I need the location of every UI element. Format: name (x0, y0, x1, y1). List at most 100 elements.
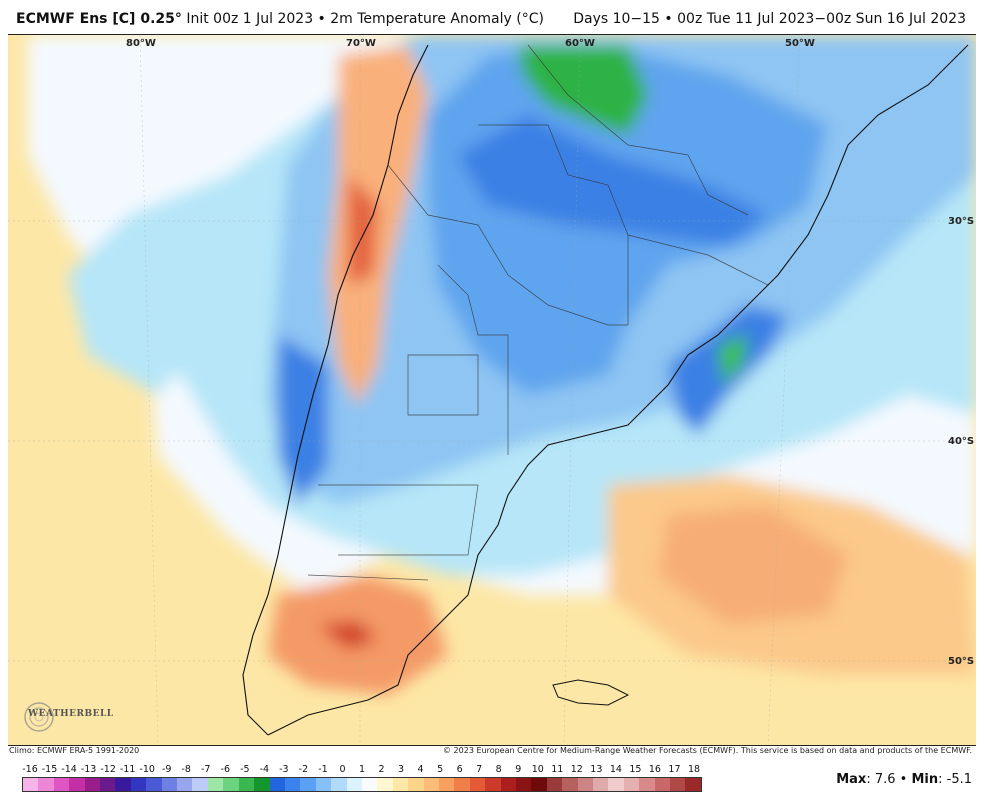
lon-label-80w: 80°W (126, 38, 156, 49)
colorbar-swatch (670, 778, 686, 791)
max-label: Max (836, 772, 867, 787)
colorbar-swatch (500, 778, 516, 791)
colorbar-tick-label: 2 (378, 764, 385, 775)
colorbar-swatch (115, 778, 131, 791)
max-value: : 7.6 • (866, 772, 912, 787)
colorbar-swatch (531, 778, 547, 791)
colorbar-swatch (207, 778, 224, 791)
borders (307, 44, 769, 581)
colorbar-tick-label: 14 (609, 764, 622, 775)
lon-label-60w: 60°W (565, 38, 595, 49)
colorbar-tick-label: -8 (181, 764, 191, 775)
max-min-stats: Max: 7.6 • Min: -5.1 (836, 772, 972, 787)
colorbar-swatch (177, 778, 193, 791)
colorbar-swatch (331, 778, 347, 791)
colorbar-tick-label: 12 (570, 764, 583, 775)
colorbar-swatch (300, 778, 316, 791)
colorbar-tick-label: -9 (161, 764, 172, 775)
anomaly-fill (28, 35, 976, 695)
lon-label-70w: 70°W (346, 38, 376, 49)
colorbar-tick-label: -16 (22, 764, 38, 775)
header: ECMWF Ens [C] 0.25° Init 00z 1 Jul 2023 … (0, 0, 984, 34)
colorbar-swatch (254, 778, 270, 791)
anomaly-map: 80°W 70°W 60°W 50°W 30°S 40°S 50°S (8, 34, 976, 746)
weatherbell-logo: WEATHERBELL (14, 697, 113, 737)
colorbar-tick-label: 4 (417, 764, 424, 775)
colorbar-tick-label: 11 (551, 764, 564, 775)
colorbar-swatch (577, 778, 594, 791)
colorbar-tick-label: -7 (201, 764, 211, 775)
falkland-islands (552, 679, 630, 706)
colorbar-swatch (685, 778, 701, 791)
colorbar-swatch (377, 778, 393, 791)
colorbar-tick-label: 3 (398, 764, 405, 775)
colorbar-tick-label: 7 (476, 764, 483, 775)
colorbar-ticks: -16 -15 -14 -13 -12 -11 -10 -9 -8 -7 -6 -5 -4 -3 -2 -1 0… (22, 764, 702, 776)
colorbar-swatch (146, 778, 162, 791)
map-canvas (8, 35, 976, 745)
climo-note: Climo: ECMWF ERA-5 1991-2020 (9, 746, 140, 755)
init-text: Init 00z 1 Jul 2023 • 2m Temperature Ano… (181, 11, 544, 27)
colorbar-swatch (485, 778, 501, 791)
colorbar-swatch (84, 778, 101, 791)
colorbar-swatch (192, 778, 208, 791)
graticule (8, 35, 976, 745)
colorbar-swatch (23, 778, 39, 791)
colorbar-swatch (593, 778, 609, 791)
colorbar-tick-label: -15 (41, 764, 58, 775)
colorbar-tick-label: 10 (531, 764, 544, 775)
colorbar-swatch (223, 778, 239, 791)
lat-label-50s: 50°S (948, 656, 975, 667)
colorbar-tick-label: -10 (139, 764, 155, 775)
colorbar-tick-label: 9 (515, 764, 522, 775)
colorbar-tick-label: -11 (119, 764, 136, 775)
lat-label-30s: 30°S (948, 216, 975, 227)
colorbar-swatch (38, 778, 54, 791)
colorbar-swatch (53, 778, 70, 791)
colorbar-tick-label: 1 (358, 764, 366, 775)
colorbar-swatch (654, 778, 671, 791)
colorbar-swatch (238, 778, 255, 791)
lat-label-40s: 40°S (948, 436, 975, 447)
colorbar-tick-label: 15 (629, 764, 642, 775)
colorbar-swatch (408, 778, 424, 791)
colorbar-swatch (315, 778, 332, 791)
colorbar-swatch (69, 778, 85, 791)
colorbar-tick-label: 8 (495, 764, 502, 775)
colorbar-tick-label: -3 (279, 764, 289, 775)
colorbar-swatch (608, 778, 624, 791)
colorbar-swatch (454, 778, 470, 791)
colorbar-swatch (161, 778, 178, 791)
colorbar-swatch (269, 778, 285, 791)
copyright-note: © 2023 European Centre for Medium-Range … (443, 746, 972, 755)
colorbar-swatch (100, 778, 116, 791)
logo-text: WEATHERBELL (28, 709, 114, 719)
colorbar-swatch (546, 778, 563, 791)
colorbar-swatch (284, 778, 301, 791)
colorbar-swatch (423, 778, 439, 791)
colorbar-swatch (130, 778, 147, 791)
valid-period: Days 10−15 • 00z Tue 11 Jul 2023−00z Sun… (573, 11, 966, 27)
colorbar-tick-label: -2 (298, 764, 309, 775)
colorbar-swatch (392, 778, 409, 791)
colorbar-tick-label: 18 (687, 764, 701, 775)
colorbar-swatch (562, 778, 578, 791)
colorbar-tick-label: -4 (259, 764, 270, 775)
lon-label-50w: 50°W (785, 38, 815, 49)
colorbar (22, 777, 702, 792)
colorbar-tick-label: 6 (456, 764, 463, 775)
min-label: Min (911, 772, 939, 787)
colorbar-swatch (516, 778, 532, 791)
colorbar-swatch (361, 778, 378, 791)
colorbar-swatch (469, 778, 486, 791)
colorbar-swatch (623, 778, 640, 791)
min-value: : -5.1 (938, 772, 972, 787)
colorbar-swatch (639, 778, 655, 791)
logo-swirl-icon (24, 702, 54, 732)
colorbar-tick-label: 5 (437, 764, 444, 775)
map-title: ECMWF Ens [C] 0.25° Init 00z 1 Jul 2023 … (16, 11, 544, 27)
degree-symbol: ° (174, 11, 182, 27)
colorbar-tick-label: -12 (100, 764, 116, 775)
colorbar-swatch (438, 778, 455, 791)
colorbar-tick-label: -13 (80, 764, 97, 775)
